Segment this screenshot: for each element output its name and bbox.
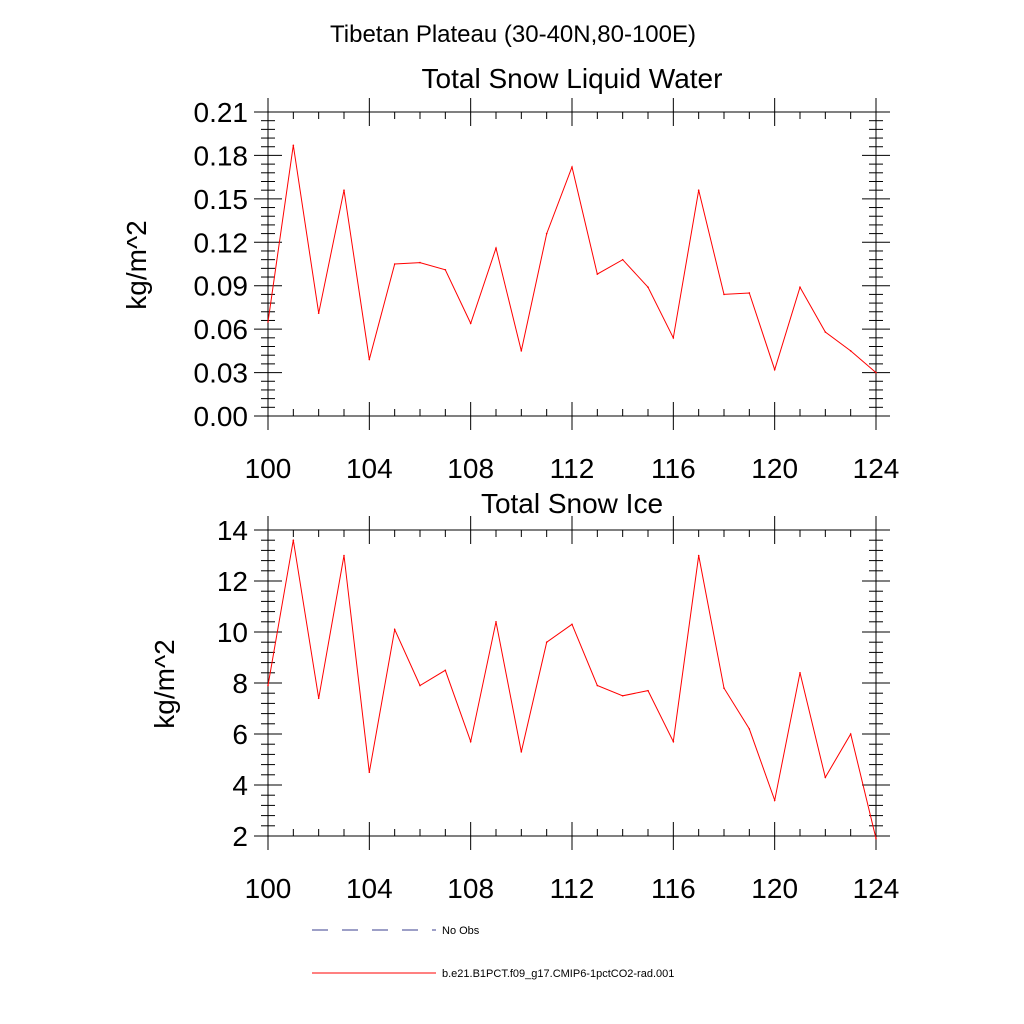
y-tick-label: 0.09 xyxy=(194,271,249,302)
data-point xyxy=(419,684,421,687)
data-point xyxy=(748,292,751,294)
panel-title: Total Snow Ice xyxy=(481,488,663,519)
data-point xyxy=(267,321,269,323)
data-point xyxy=(571,623,573,626)
data-point xyxy=(621,258,624,261)
data-point xyxy=(596,684,599,687)
panel-title: Total Snow Liquid Water xyxy=(422,63,723,94)
data-point xyxy=(647,286,649,288)
legend-label-no-obs: No Obs xyxy=(442,925,480,937)
data-point xyxy=(824,776,827,779)
data-point xyxy=(267,684,269,687)
data-point xyxy=(748,728,751,730)
data-point xyxy=(393,263,396,265)
y-tick-label: 10 xyxy=(217,617,248,648)
y-tick-label: 2 xyxy=(232,821,248,852)
data-point xyxy=(723,293,725,296)
x-tick-label: 116 xyxy=(651,873,696,904)
y-tick-label: 12 xyxy=(217,566,248,597)
x-tick-label: 104 xyxy=(346,873,393,904)
data-point xyxy=(520,751,523,753)
panel-snow-ice: Total Snow Ice kg/m^2 100 104 108 112 116 120… xyxy=(149,488,899,904)
data-point xyxy=(368,771,371,774)
y-tick-label: 0.06 xyxy=(194,314,249,345)
data-point xyxy=(444,669,447,672)
x-tick-label: 108 xyxy=(447,873,494,904)
data-point xyxy=(849,733,852,735)
y-tick-label: 0.18 xyxy=(194,140,249,171)
data-point xyxy=(469,740,472,743)
data-point xyxy=(571,166,573,168)
data-point xyxy=(875,371,877,374)
x-tick-label: 100 xyxy=(245,873,292,904)
panel-snow-liquid-water: Total Snow Liquid Water kg/m^2 100 104 108… xyxy=(121,63,899,484)
data-point xyxy=(343,554,345,557)
data-point xyxy=(799,672,801,674)
data-point xyxy=(697,189,700,191)
y-tick-label: 0.21 xyxy=(194,97,249,128)
x-tick-label: 116 xyxy=(651,453,696,484)
data-point xyxy=(647,689,649,692)
data-point xyxy=(773,368,776,371)
y-tick-label: 0.00 xyxy=(194,401,249,432)
x-tick-label: 112 xyxy=(550,873,595,904)
x-tick-label: 124 xyxy=(853,873,900,904)
y-tick-label: 0.12 xyxy=(194,227,249,258)
data-point xyxy=(824,331,827,333)
series-line xyxy=(267,540,877,839)
y-tick-label: 6 xyxy=(232,719,248,750)
legend-label-model: b.e21.B1PCT.f09_g17.CMIP6-1pctCO2-rad.00… xyxy=(442,968,674,980)
data-point xyxy=(343,189,345,191)
data-point xyxy=(773,799,776,802)
data-point xyxy=(596,273,599,275)
y-tick-label: 4 xyxy=(232,770,248,801)
y-tick-label: 0.15 xyxy=(194,184,249,215)
series-line xyxy=(267,145,877,373)
data-point xyxy=(317,697,320,700)
data-point xyxy=(419,261,421,264)
x-tick-label: 112 xyxy=(550,453,595,484)
y-axis-label: kg/m^2 xyxy=(121,220,152,309)
data-point xyxy=(621,694,624,697)
legend: No Obs b.e21.B1PCT.f09_g17.CMIP6-1pctCO2… xyxy=(312,925,674,980)
x-tick-label: 124 xyxy=(853,453,900,484)
y-tick-label: 8 xyxy=(232,668,248,699)
data-point xyxy=(520,350,523,352)
data-point xyxy=(444,268,447,271)
data-point xyxy=(545,232,548,235)
data-point xyxy=(368,358,371,361)
data-point xyxy=(672,337,675,339)
data-point xyxy=(469,322,472,325)
figure-suptitle: Tibetan Plateau (30-40N,80-100E) xyxy=(330,21,696,48)
x-tick-label: 120 xyxy=(751,453,798,484)
data-point xyxy=(875,837,877,840)
data-point xyxy=(849,350,852,352)
data-point xyxy=(799,286,801,288)
data-point xyxy=(723,687,725,689)
data-point xyxy=(672,740,675,743)
x-tick-label: 120 xyxy=(751,873,798,904)
data-point xyxy=(317,312,320,315)
data-point xyxy=(292,144,295,147)
plot-frame xyxy=(267,111,877,417)
x-tick-label: 108 xyxy=(447,453,494,484)
data-point xyxy=(393,628,396,631)
y-tick-label: 0.03 xyxy=(194,358,249,389)
data-point xyxy=(697,554,700,557)
data-point xyxy=(545,641,548,643)
data-point xyxy=(292,539,295,541)
x-tick-label: 100 xyxy=(245,453,292,484)
data-point xyxy=(495,621,497,623)
x-tick-label: 104 xyxy=(346,453,393,484)
y-axis-label: kg/m^2 xyxy=(149,639,180,728)
y-tick-label: 14 xyxy=(217,515,248,546)
data-point xyxy=(495,247,497,249)
